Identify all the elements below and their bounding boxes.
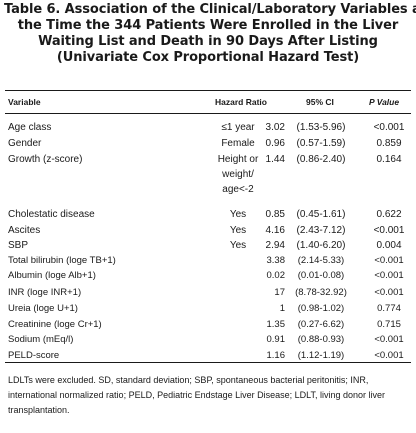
cell-variable: Ureia (loge U+1) — [8, 303, 78, 314]
cell-ci: (1.12-1.19) — [297, 350, 345, 361]
cell-p-value: 0.859 — [376, 138, 402, 149]
cell-category: Yes — [229, 240, 247, 251]
cell-p-value: 0.164 — [376, 154, 402, 165]
cell-ci: (0.57-1.59) — [296, 138, 346, 149]
cell-ci: (0.86-2.40) — [296, 154, 346, 165]
header-ci: 95% CI — [306, 97, 334, 107]
top-rule — [5, 90, 411, 91]
title-line: (Univariate Cox Proportional Hazard Test… — [56, 50, 360, 65]
cell-p-value: 0.004 — [376, 240, 402, 251]
cell-variable: SBP — [8, 240, 29, 251]
cell-hazard-ratio: 1.44 — [265, 154, 285, 165]
cell-variable: Creatinine (loge Cr+1) — [8, 319, 102, 330]
cell-hazard-ratio: 0.96 — [265, 138, 285, 149]
cell-ci: (1.40-6.20) — [296, 240, 346, 251]
cell-category: ≤1 year — [221, 122, 255, 133]
cell-hazard-ratio: 2.94 — [265, 240, 285, 251]
cell-ci: (0.98-1.02) — [297, 303, 345, 314]
cell-variable: INR (loge INR+1) — [8, 287, 82, 298]
cell-category: Female — [221, 138, 255, 149]
cell-category: Yes — [229, 225, 247, 236]
title-line: Table 6. Association of the Clinical/Lab… — [4, 2, 416, 17]
cell-hazard-ratio: 17 — [274, 287, 285, 298]
header-variable: Variable — [8, 97, 41, 107]
table-title: Table 6. Association of the Clinical/Lab… — [4, 2, 416, 66]
cell-ci: (1.53-5.96) — [296, 122, 346, 133]
cell-p-value: <0.001 — [374, 350, 404, 361]
cell-variable: Age class — [8, 122, 52, 133]
header-p-value: P Value — [369, 97, 400, 107]
cell-ci: (0.01-0.08) — [297, 270, 345, 281]
cell-ci: (0.27-6.62) — [297, 319, 345, 330]
cell-variable: Total bilirubin (loge TB+1) — [8, 255, 116, 266]
cell-hazard-ratio: 0.85 — [265, 209, 285, 220]
cell-hazard-ratio: 0.91 — [266, 334, 286, 345]
cell-p-value: <0.001 — [374, 287, 404, 298]
cell-category: age<-2 — [222, 184, 254, 195]
cell-hazard-ratio: 1.16 — [266, 350, 286, 361]
cell-hazard-ratio: 0.02 — [266, 270, 286, 281]
cell-p-value: <0.001 — [373, 225, 405, 236]
cell-hazard-ratio: 4.16 — [265, 225, 285, 236]
cell-category: weight/ — [222, 169, 254, 180]
header-rule — [5, 113, 411, 114]
cell-ci: (0.88-0.93) — [297, 334, 345, 345]
cell-variable: Sodium (mEq/l) — [8, 334, 74, 345]
cell-p-value: 0.622 — [376, 209, 402, 220]
cell-category: Height or — [217, 154, 259, 165]
cell-ci: (0.45-1.61) — [296, 209, 346, 220]
cell-variable: Gender — [8, 138, 42, 149]
cell-variable: Cholestatic disease — [8, 209, 95, 220]
cell-variable: PELD-score — [8, 350, 60, 361]
header-hazard-ratio: Hazard Ratio — [215, 97, 267, 107]
title-line: Waiting List and Death in 90 Days After … — [38, 34, 378, 49]
cell-p-value: <0.001 — [374, 255, 404, 266]
title-line: the Time the 344 Patients Were Enrolled … — [17, 18, 399, 33]
cell-p-value: <0.001 — [373, 122, 405, 133]
cell-p-value: <0.001 — [374, 270, 404, 281]
cell-ci: (2.43-7.12) — [296, 225, 346, 236]
cell-ci: (2.14-5.33) — [297, 255, 345, 266]
cell-p-value: 0.774 — [377, 303, 401, 314]
cell-p-value: <0.001 — [374, 334, 404, 345]
cell-p-value: 0.715 — [377, 319, 401, 330]
cell-hazard-ratio: 3.38 — [266, 255, 286, 266]
cell-hazard-ratio: 1.35 — [266, 319, 286, 330]
cell-variable: Ascites — [8, 225, 41, 236]
table-footnote: LDLTs were excluded. SD, standard deviat… — [8, 375, 386, 415]
cell-hazard-ratio: 3.02 — [265, 122, 285, 133]
cell-variable: Growth (z-score) — [8, 154, 83, 165]
bottom-rule — [5, 362, 411, 363]
cell-hazard-ratio: 1 — [279, 303, 285, 314]
cell-ci: (8.78-32.92) — [295, 287, 347, 298]
cell-variable: Albumin (loge Alb+1) — [8, 270, 96, 281]
cell-category: Yes — [229, 209, 247, 220]
